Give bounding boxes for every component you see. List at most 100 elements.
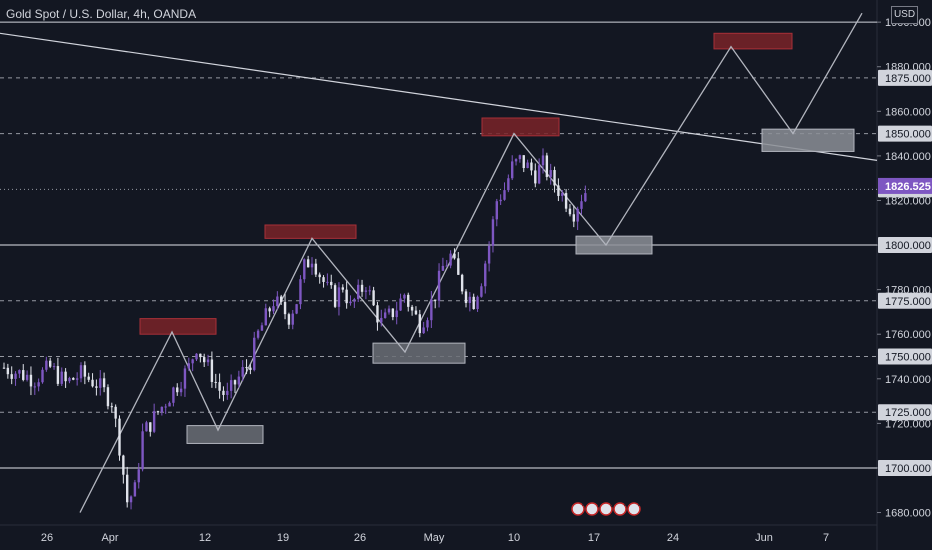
candle-body — [199, 353, 202, 358]
candle-body — [299, 279, 302, 305]
candle-body — [214, 381, 217, 383]
candle-body — [364, 290, 368, 292]
candle-body — [256, 330, 260, 338]
candle-body — [349, 301, 352, 304]
candle-body — [526, 162, 529, 169]
candle-body — [399, 298, 402, 311]
candle-body — [187, 363, 190, 369]
y-tick-label: 1760.000 — [885, 329, 931, 341]
candle-body — [25, 374, 29, 380]
event-marker[interactable] — [627, 502, 641, 516]
candle-body — [233, 380, 237, 385]
candle-body — [145, 422, 148, 432]
candle-body — [83, 365, 87, 377]
candle-body — [102, 378, 106, 388]
candle-body — [280, 296, 283, 302]
candle-body — [41, 369, 44, 383]
x-tick-label: May — [424, 532, 445, 544]
candle-body — [64, 371, 67, 382]
level-badge-label: 1725.000 — [885, 407, 931, 419]
candle-body — [268, 308, 271, 312]
candle-body — [534, 170, 537, 184]
candle-body — [437, 270, 441, 301]
demand-zone-7[interactable] — [761, 128, 855, 152]
level-badge-label: 1700.000 — [885, 463, 931, 475]
y-tick-label: 1860.000 — [885, 106, 931, 118]
candle-body — [549, 170, 552, 177]
y-tick-label: 1740.000 — [885, 374, 931, 386]
candle-body — [310, 263, 314, 268]
candle-body — [287, 314, 291, 325]
candle-body — [434, 299, 437, 301]
candle-body — [368, 290, 371, 292]
candle-body — [10, 374, 13, 379]
candle-body — [122, 455, 125, 475]
candle-body — [91, 379, 94, 387]
supply-zone-0[interactable] — [139, 318, 217, 335]
level-badge-label: 1850.000 — [885, 129, 931, 141]
event-marker[interactable] — [571, 502, 585, 516]
x-tick-label: 24 — [667, 532, 679, 544]
candle-body — [564, 193, 568, 209]
candle-body — [75, 378, 79, 380]
level-badge-label: 1800.000 — [885, 240, 931, 252]
candle-body — [495, 201, 498, 220]
candle-body — [383, 312, 387, 318]
x-tick-label: 17 — [588, 532, 600, 544]
candle-body — [291, 313, 294, 325]
candle-body — [576, 208, 579, 222]
candle-body — [476, 296, 479, 310]
demand-zone-4[interactable] — [186, 425, 264, 444]
candle-body — [303, 259, 306, 280]
candle-body — [245, 367, 248, 369]
candle-body — [95, 386, 98, 388]
chart-title: Gold Spot / U.S. Dollar, 4h, OANDA — [6, 7, 197, 21]
x-tick-label: 26 — [354, 532, 366, 544]
candle-body — [29, 374, 33, 387]
candle-body — [72, 377, 75, 380]
level-badge-label: 1775.000 — [885, 296, 931, 308]
level-badge — [878, 69, 932, 86]
candle-body — [511, 161, 514, 179]
candle-body — [253, 337, 256, 370]
candle-body — [183, 368, 187, 389]
demand-zone-6[interactable] — [575, 235, 653, 255]
candle-body — [484, 263, 487, 287]
candle-body — [56, 366, 60, 384]
candle-body — [499, 199, 502, 202]
candle-body — [126, 474, 129, 503]
candle-body — [79, 365, 83, 379]
candle-body — [22, 370, 25, 380]
event-marker-label: 4 — [582, 499, 587, 509]
candle-body — [441, 265, 445, 271]
demand-zone-5[interactable] — [372, 342, 466, 364]
candle-body — [195, 353, 198, 360]
y-tick-label: 1840.000 — [885, 151, 931, 163]
event-marker[interactable] — [585, 502, 599, 516]
supply-zone-3[interactable] — [713, 32, 793, 50]
candle-body — [514, 159, 518, 162]
supply-zone-1[interactable] — [264, 224, 357, 239]
candle-body — [168, 402, 171, 407]
event-marker[interactable] — [599, 502, 613, 516]
candle-body — [418, 314, 421, 334]
supply-zone-2[interactable] — [481, 117, 560, 137]
level-badge — [878, 459, 932, 476]
candle-body — [491, 219, 495, 246]
candle-body — [426, 320, 429, 328]
candle-body — [160, 406, 164, 413]
candle-body — [226, 390, 229, 395]
event-marker[interactable] — [613, 502, 627, 516]
currency-button[interactable]: USD — [891, 6, 918, 24]
candle-body — [518, 155, 522, 160]
trendline[interactable] — [0, 32, 878, 161]
candle-body — [480, 286, 483, 297]
x-tick-label: 26 — [41, 532, 53, 544]
candle-body — [306, 259, 310, 268]
projection-path[interactable] — [79, 12, 863, 513]
candle-body — [557, 185, 560, 196]
candle-body — [118, 418, 121, 456]
x-tick-label: 19 — [277, 532, 289, 544]
candle-body — [407, 294, 410, 307]
